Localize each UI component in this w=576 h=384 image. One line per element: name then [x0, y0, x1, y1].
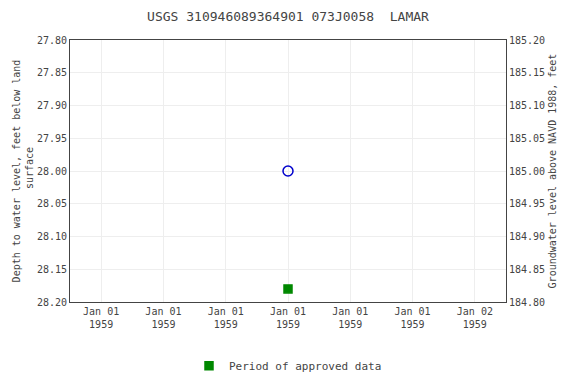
svg-text:184.80: 184.80: [509, 297, 545, 308]
svg-text:28.00: 28.00: [37, 166, 67, 177]
svg-text:Period of approved data: Period of approved data: [229, 360, 381, 373]
svg-text:27.80: 27.80: [37, 35, 67, 46]
svg-text:27.95: 27.95: [37, 133, 67, 144]
svg-text:Depth to water level, feet bel: Depth to water level, feet below land su…: [11, 60, 35, 283]
svg-text:185.05: 185.05: [509, 133, 545, 144]
svg-text:28.20: 28.20: [37, 297, 67, 308]
svg-text:28.10: 28.10: [37, 231, 67, 242]
svg-text:Jan 021959: Jan 021959: [457, 306, 493, 330]
svg-text:Jan 011959: Jan 011959: [395, 306, 431, 330]
svg-text:185.00: 185.00: [509, 166, 545, 177]
svg-text:185.20: 185.20: [509, 35, 545, 46]
svg-text:Jan 011959: Jan 011959: [145, 306, 181, 330]
svg-text:185.15: 185.15: [509, 67, 545, 78]
svg-text:184.95: 184.95: [509, 198, 545, 209]
svg-text:Jan 011959: Jan 011959: [83, 306, 119, 330]
svg-text:27.85: 27.85: [37, 67, 67, 78]
svg-text:Groundwater level above NAVD 1: Groundwater level above NAVD 1988, feet: [547, 54, 558, 289]
svg-text:Jan 011959: Jan 011959: [332, 306, 368, 330]
svg-text:Jan 011959: Jan 011959: [208, 306, 244, 330]
svg-text:28.15: 28.15: [37, 264, 67, 275]
svg-text:USGS 310946089364901 073J0058: USGS 310946089364901 073J0058 LAMAR: [147, 9, 429, 24]
svg-text:28.05: 28.05: [37, 198, 67, 209]
svg-text:184.85: 184.85: [509, 264, 545, 275]
svg-text:27.90: 27.90: [37, 100, 67, 111]
svg-text:185.10: 185.10: [509, 100, 545, 111]
svg-text:184.90: 184.90: [509, 231, 545, 242]
svg-text:Jan 011959: Jan 011959: [270, 306, 306, 330]
